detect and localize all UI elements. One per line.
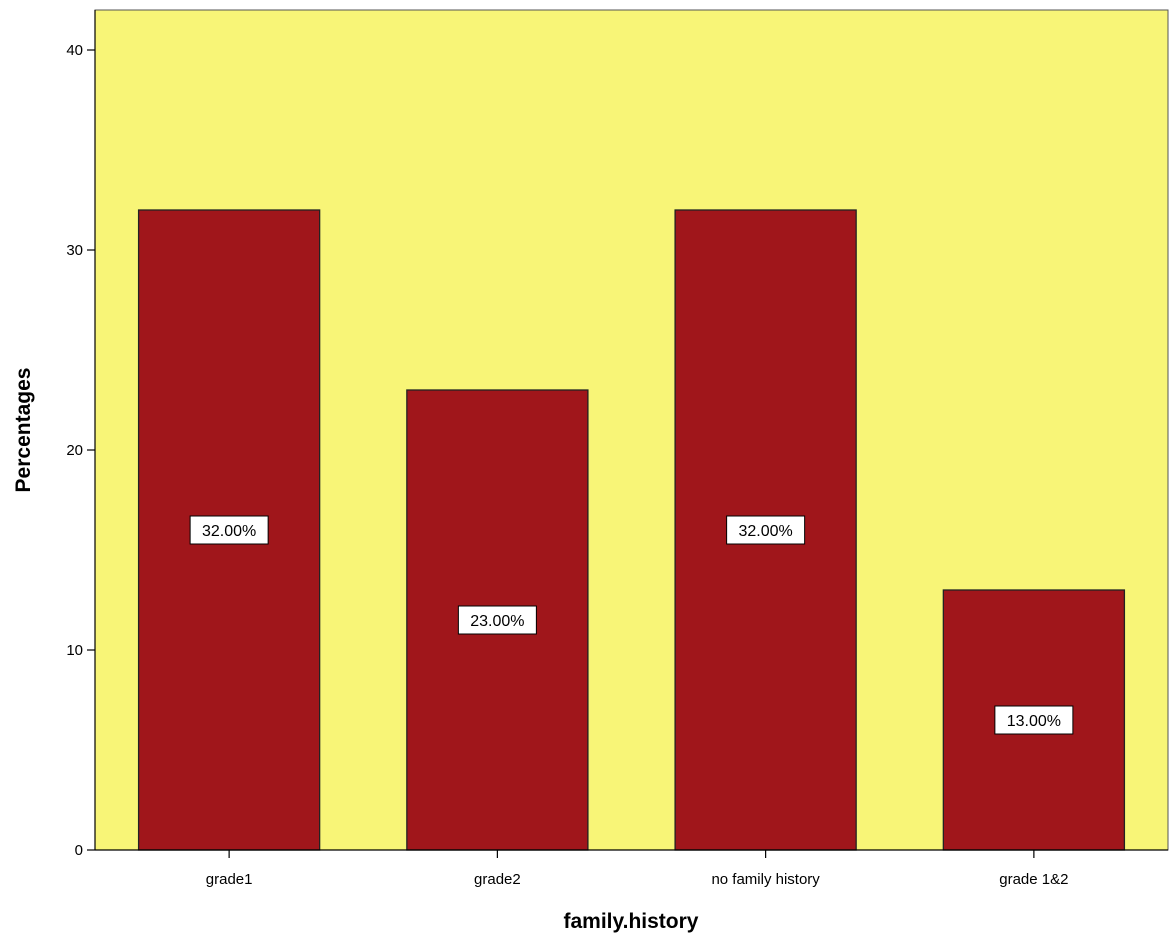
data-label-box bbox=[189, 515, 269, 545]
x-tick-label: grade 1&2 bbox=[999, 871, 1068, 888]
data-label-text: 23.00% bbox=[470, 613, 524, 630]
data-labels-group: 32.00% 23.00% 32.00% 13.00% bbox=[189, 515, 1074, 735]
x-tick-label: grade2 bbox=[474, 871, 521, 888]
y-tick-label: 0 bbox=[75, 842, 83, 859]
data-label-text: 32.00% bbox=[738, 523, 792, 540]
y-tick-label: 30 bbox=[66, 242, 83, 259]
x-tick-label: grade1 bbox=[206, 871, 253, 888]
data-label-box bbox=[994, 705, 1074, 735]
y-tick-label: 40 bbox=[66, 42, 83, 59]
x-axis-title: family.history bbox=[564, 910, 699, 933]
x-tick-label: no family history bbox=[711, 871, 820, 888]
y-ticks-group: 0 10 20 30 40 bbox=[66, 42, 95, 859]
y-tick-label: 10 bbox=[66, 642, 83, 659]
data-label-3: 13.00% bbox=[994, 705, 1074, 735]
data-label-1: 23.00% bbox=[457, 605, 537, 635]
x-ticks-group: grade1 grade2 no family history grade 1&2 bbox=[206, 850, 1068, 888]
y-axis-title: Percentages bbox=[12, 368, 35, 493]
data-label-box bbox=[457, 605, 537, 635]
y-tick-label: 20 bbox=[66, 442, 83, 459]
data-label-box bbox=[726, 515, 806, 545]
data-label-2: 32.00% bbox=[726, 515, 806, 545]
data-label-0: 32.00% bbox=[189, 515, 269, 545]
data-label-text: 32.00% bbox=[202, 523, 256, 540]
data-label-text: 13.00% bbox=[1007, 713, 1061, 730]
